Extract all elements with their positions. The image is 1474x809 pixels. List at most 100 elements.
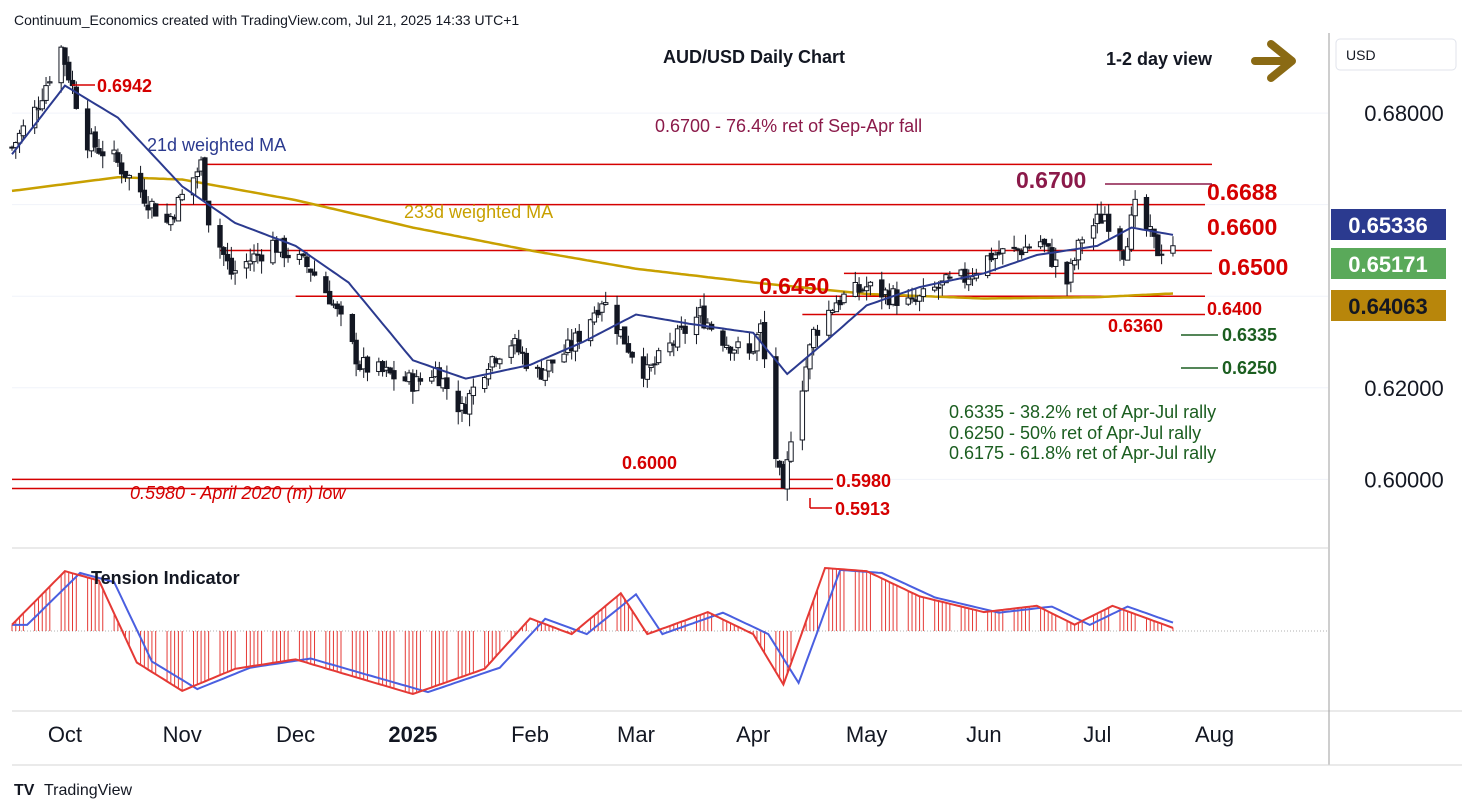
candle-body xyxy=(992,254,998,259)
level-label-6600: 0.6600 xyxy=(1207,214,1277,240)
candle-body xyxy=(784,459,790,490)
candle-body xyxy=(587,319,594,342)
candle-body xyxy=(326,290,333,305)
candle-body xyxy=(1015,248,1021,251)
candle-body xyxy=(1158,253,1165,256)
y-tick-label: 0.62000 xyxy=(1364,376,1444,401)
candle-body xyxy=(935,286,942,289)
retracement-annotation: 0.6700 - 76.4% ret of Sep-Apr fall xyxy=(655,116,922,136)
candle-body xyxy=(863,286,870,292)
candle-body xyxy=(1124,246,1131,261)
candle-body xyxy=(20,125,27,137)
candle-body xyxy=(799,390,806,441)
tradingview-logo-icon: TV xyxy=(14,782,35,799)
candle-body xyxy=(100,151,106,157)
candle-body xyxy=(111,149,117,155)
x-tick-label: Jun xyxy=(966,722,1001,747)
marker-label-6250: 0.6250 xyxy=(1222,358,1277,378)
candle-body xyxy=(296,253,303,260)
candle-body xyxy=(1090,225,1097,239)
candle-body xyxy=(436,367,443,387)
tension-indicator-plot xyxy=(11,566,1328,696)
candle-body xyxy=(470,386,477,397)
candle-body xyxy=(947,276,953,279)
fib-382-annotation: 0.6335 - 38.2% ret of Apr-Jul rally xyxy=(949,402,1216,422)
candle-body xyxy=(731,349,737,354)
candle-body xyxy=(349,313,356,342)
candle-body xyxy=(682,325,688,334)
fib-618-annotation: 0.6175 - 61.8% ret of Apr-Jul rally xyxy=(949,443,1216,463)
candle-body xyxy=(205,200,212,226)
candle-body xyxy=(1045,243,1051,247)
candle-body xyxy=(1049,247,1055,267)
candle-body xyxy=(1011,246,1017,249)
candle-body xyxy=(648,364,654,368)
candle-body xyxy=(962,268,968,283)
candle-body xyxy=(258,254,265,262)
level-label-6360: 0.6360 xyxy=(1108,316,1163,336)
candle-body xyxy=(118,162,125,175)
candle-body xyxy=(221,247,227,255)
tradingview-logo[interactable]: TV TradingView xyxy=(14,782,132,799)
x-tick-label: Oct xyxy=(48,722,82,747)
indicator-title: Tension Indicator xyxy=(91,568,240,588)
candle-body xyxy=(300,253,306,257)
candle-body xyxy=(194,171,200,178)
y-tick-label: 0.60000 xyxy=(1364,467,1444,492)
x-tick-label: Mar xyxy=(617,722,655,747)
candle-body xyxy=(546,359,552,372)
view-label: 1-2 day view xyxy=(1106,49,1213,69)
candle-body xyxy=(674,328,681,348)
candle-body xyxy=(353,339,359,365)
candle-body xyxy=(1147,226,1153,230)
candle-body xyxy=(391,370,397,380)
candle-body xyxy=(338,305,344,315)
candle-body xyxy=(217,225,223,248)
candle-body xyxy=(916,295,923,302)
ma21-path xyxy=(11,84,1174,380)
candle-body xyxy=(773,356,779,460)
candle-body xyxy=(228,257,235,275)
candle-body xyxy=(66,61,72,81)
candle-body xyxy=(867,281,874,287)
currency-label: USD xyxy=(1346,47,1376,63)
price-tag-last-text: 0.65171 xyxy=(1348,252,1428,277)
candle-body xyxy=(534,366,541,369)
ma21-annotation: 21d weighted MA xyxy=(147,135,286,155)
price-tag-ma233-text: 0.64063 xyxy=(1348,294,1428,319)
candle-body xyxy=(625,343,632,353)
x-tick-label: Apr xyxy=(736,722,770,747)
candle-body xyxy=(455,390,461,413)
marker-label-6942: 0.6942 xyxy=(97,76,152,96)
candle-body xyxy=(466,393,473,415)
candle-body xyxy=(1117,228,1123,251)
candle-body xyxy=(62,47,68,65)
indicator-signal-line xyxy=(12,568,1174,694)
candle-body xyxy=(413,376,420,392)
currency-button[interactable]: USD xyxy=(1335,38,1457,71)
candle-body xyxy=(58,46,64,84)
candle-body xyxy=(247,260,253,265)
candle-body xyxy=(1068,262,1074,283)
candle-body xyxy=(750,351,756,354)
april-low-annotation: 0.5980 - April 2020 (m) low xyxy=(130,483,346,503)
price-tag-ma233: 0.64063 xyxy=(1331,290,1446,321)
candle-body xyxy=(516,339,522,353)
marker-label-5913: 0.5913 xyxy=(835,499,890,519)
candle-body xyxy=(1155,234,1161,257)
candle-body xyxy=(550,359,556,364)
price-tag-ma21: 0.65336 xyxy=(1331,209,1446,240)
candle-body xyxy=(92,131,98,148)
ma233-annotation: 233d weighted MA xyxy=(404,202,553,222)
candle-body xyxy=(984,255,991,277)
candle-body xyxy=(281,237,287,259)
attribution-text: Continuum_Economics created with Trading… xyxy=(14,12,519,28)
candle-body xyxy=(833,302,840,313)
candle-body xyxy=(444,377,450,390)
candle-body xyxy=(243,261,250,269)
candle-body xyxy=(754,334,760,352)
candle-body xyxy=(482,377,488,390)
candle-body xyxy=(909,297,915,300)
y-axis-labels: 0.68000 0.62000 0.60000 xyxy=(1364,101,1444,492)
candle-body xyxy=(141,189,148,204)
